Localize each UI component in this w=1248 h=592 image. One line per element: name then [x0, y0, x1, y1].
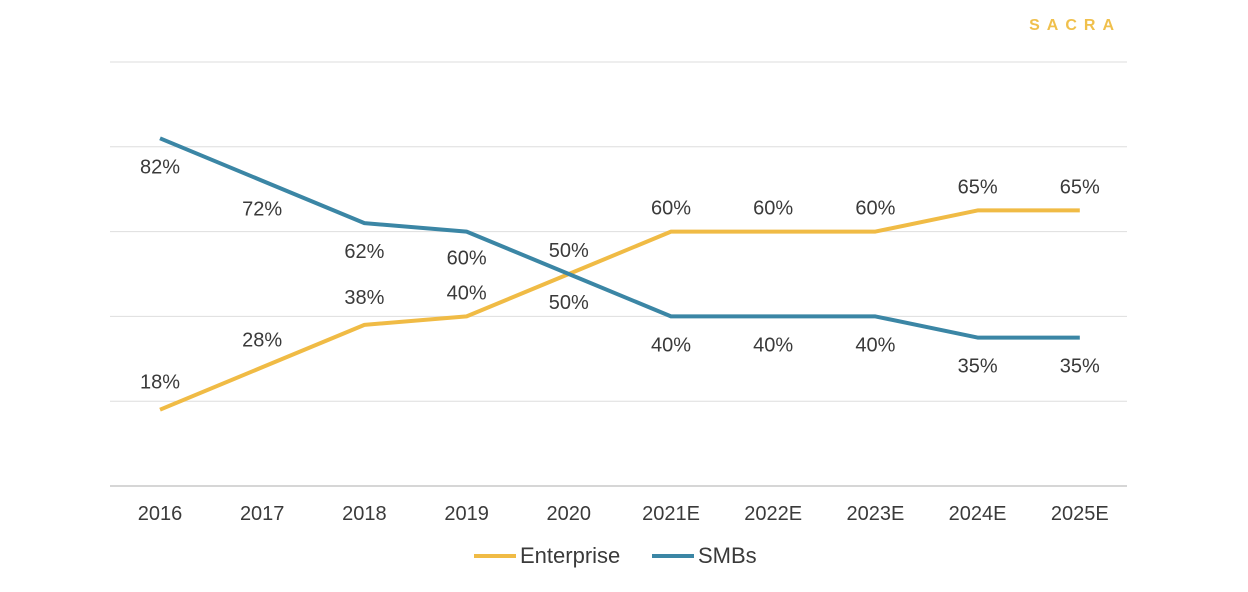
- x-tick-label: 2023E: [846, 503, 904, 525]
- data-label-enterprise: 65%: [958, 176, 998, 198]
- data-label-enterprise: 28%: [242, 329, 282, 351]
- legend-label-smbs: SMBs: [698, 543, 757, 568]
- data-label-smbs: 60%: [447, 248, 487, 270]
- brand-logo: SACRA: [1029, 17, 1121, 34]
- data-label-enterprise: 40%: [447, 282, 487, 304]
- x-tick-label: 2021E: [642, 503, 700, 525]
- x-tick-label: 2018: [342, 503, 387, 525]
- x-tick-label: 2019: [444, 503, 489, 525]
- data-label-smbs: 82%: [140, 156, 180, 178]
- data-label-enterprise: 60%: [651, 198, 691, 220]
- data-label-enterprise: 60%: [753, 198, 793, 220]
- data-label-smbs: 62%: [344, 241, 384, 263]
- x-axis-ticks: 2016 2017 2018 2019 2020 2021E 2022E 2023E 2024E…: [138, 503, 1109, 525]
- x-tick-label: 2024E: [949, 503, 1007, 525]
- legend-label-enterprise: Enterprise: [520, 543, 620, 568]
- gridlines: [110, 61, 1127, 487]
- data-label-enterprise: 50%: [549, 240, 589, 262]
- x-tick-label: 2022E: [744, 503, 802, 525]
- x-tick-label: 2020: [547, 503, 592, 525]
- x-tick-label: 2016: [138, 503, 183, 525]
- series-lines: [159, 136, 1080, 412]
- x-tick-label: 2025E: [1051, 503, 1109, 525]
- legend: Enterprise SMBs: [474, 543, 757, 568]
- data-label-smbs: 40%: [651, 334, 691, 356]
- series-line-smbs: [159, 136, 1080, 340]
- data-label-enterprise: 38%: [344, 287, 384, 309]
- series-line-enterprise: [159, 208, 1080, 412]
- data-label-enterprise: 65%: [1060, 176, 1100, 198]
- x-tick-label: 2017: [240, 503, 285, 525]
- data-label-smbs: 72%: [242, 199, 282, 221]
- data-label-smbs: 50%: [549, 292, 589, 314]
- data-label-smbs: 40%: [855, 334, 895, 356]
- data-label-smbs: 35%: [1060, 356, 1100, 378]
- data-label-smbs: 40%: [753, 334, 793, 356]
- data-label-smbs: 35%: [958, 356, 998, 378]
- data-label-enterprise: 60%: [855, 198, 895, 220]
- data-label-enterprise: 18%: [140, 372, 180, 394]
- data-labels: 18% 82% 28% 72% 38% 62% 40% 60% 50% 50% 60% 40% 60% 4…: [140, 156, 1100, 393]
